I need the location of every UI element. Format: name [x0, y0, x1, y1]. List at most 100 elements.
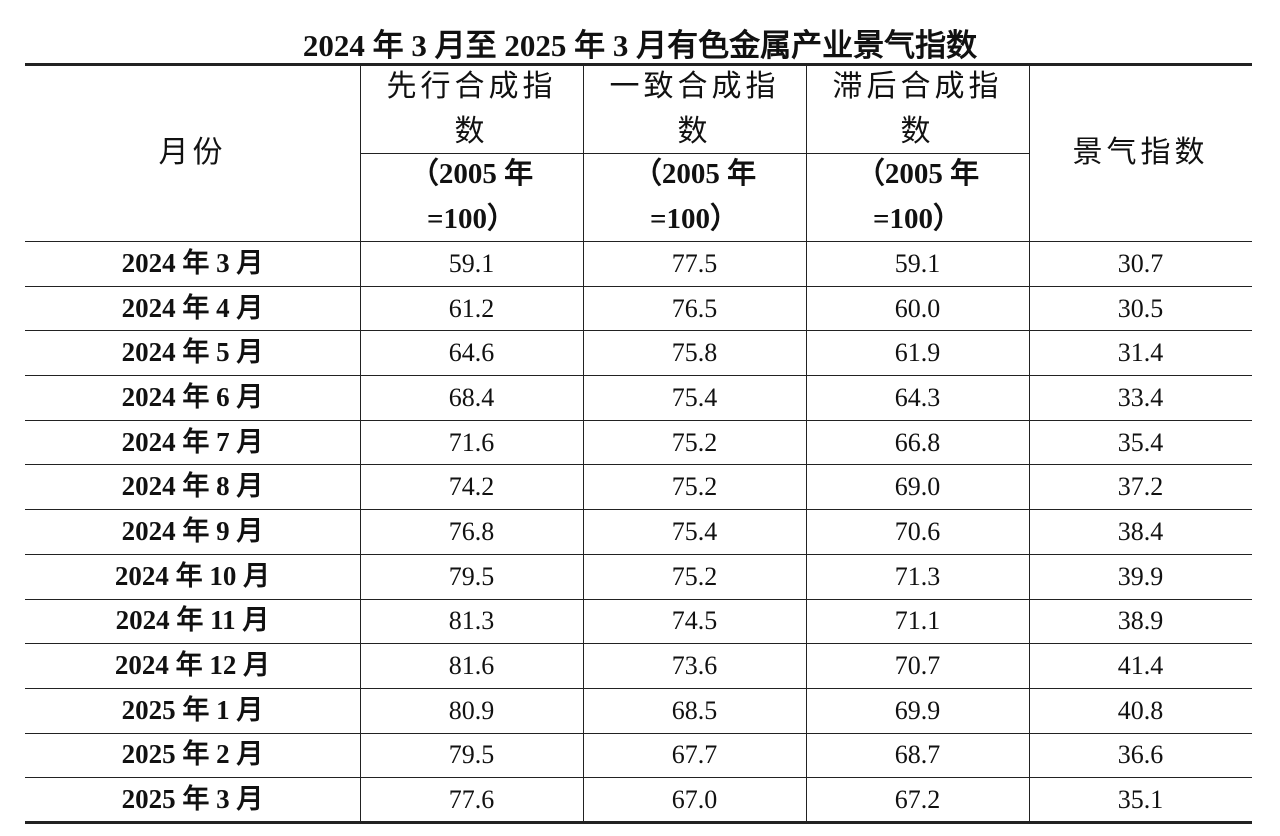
value-cell-text: 73.6 — [671, 651, 718, 681]
row-rule — [25, 375, 1252, 377]
header-cell-text: 滞后合成指数 — [832, 69, 1003, 148]
row-rule — [25, 643, 1252, 645]
value-cell-text: 35.1 — [1117, 785, 1164, 815]
month-cell: 2024 年 3 月 — [25, 241, 360, 286]
value-cell: 64.6 — [360, 330, 583, 375]
month-cell-text: 2024 年 5 月 — [121, 337, 264, 368]
value-cell-text: 30.7 — [1117, 248, 1164, 278]
header-cell: 景气指数 — [1029, 64, 1252, 241]
value-cell-text: 71.1 — [894, 606, 941, 636]
month-cell: 2024 年 10 月 — [25, 554, 360, 599]
value-cell-text: 61.9 — [894, 338, 941, 368]
value-cell-text: 75.2 — [671, 472, 718, 502]
value-cell: 37.2 — [1029, 464, 1252, 509]
column-rule — [360, 64, 361, 822]
value-cell-text: 75.4 — [671, 382, 718, 412]
value-cell: 76.8 — [360, 509, 583, 554]
month-cell: 2024 年 4 月 — [25, 286, 360, 331]
month-cell: 2024 年 9 月 — [25, 509, 360, 554]
month-cell: 2024 年 6 月 — [25, 375, 360, 420]
value-cell: 36.6 — [1029, 733, 1252, 778]
value-cell: 69.0 — [806, 464, 1029, 509]
month-cell: 2024 年 7 月 — [25, 420, 360, 465]
value-cell-text: 69.0 — [894, 472, 941, 502]
value-cell-text: 35.4 — [1117, 427, 1164, 457]
value-cell-text: 75.8 — [671, 338, 718, 368]
value-cell: 61.2 — [360, 286, 583, 331]
value-cell: 59.1 — [806, 241, 1029, 286]
month-cell-text: 2025 年 2 月 — [121, 739, 264, 770]
bottom-rule — [25, 821, 1252, 824]
month-cell-text: 2024 年 6 月 — [121, 381, 264, 412]
value-cell: 30.7 — [1029, 241, 1252, 286]
base-note-text: （2005 年=100） — [855, 158, 980, 235]
value-cell: 75.2 — [583, 420, 806, 465]
month-cell-text: 2024 年 3 月 — [121, 247, 264, 278]
month-cell: 2024 年 11 月 — [25, 599, 360, 644]
value-cell: 75.2 — [583, 554, 806, 599]
value-cell: 81.6 — [360, 643, 583, 688]
header-cell-text: 景气指数 — [1072, 136, 1209, 169]
value-cell-text: 59.1 — [448, 248, 495, 278]
value-cell: 75.8 — [583, 330, 806, 375]
value-cell-text: 75.4 — [671, 516, 718, 546]
value-cell-text: 61.2 — [448, 293, 495, 323]
value-cell: 68.5 — [583, 688, 806, 733]
value-cell: 40.8 — [1029, 688, 1252, 733]
value-cell: 38.9 — [1029, 599, 1252, 644]
value-cell-text: 33.4 — [1117, 382, 1164, 412]
month-cell-text: 2024 年 8 月 — [121, 471, 264, 502]
value-cell-text: 71.6 — [448, 427, 495, 457]
value-cell-text: 30.5 — [1117, 293, 1164, 323]
value-cell-text: 64.6 — [448, 338, 495, 368]
row-rule — [25, 464, 1252, 466]
value-cell: 61.9 — [806, 330, 1029, 375]
value-cell-text: 70.7 — [894, 651, 941, 681]
value-cell: 35.4 — [1029, 420, 1252, 465]
value-cell-text: 80.9 — [448, 695, 495, 725]
value-cell-text: 67.7 — [671, 740, 718, 770]
table-title: 2024 年 3 月至 2025 年 3 月有色金属产业景气指数 — [302, 28, 978, 63]
row-rule — [25, 285, 1252, 287]
row-rule — [25, 241, 1252, 242]
value-cell: 70.6 — [806, 509, 1029, 554]
value-cell-text: 81.6 — [448, 651, 495, 681]
row-rule — [25, 553, 1252, 555]
header-cell-text: 一致合成指数 — [609, 69, 780, 148]
value-cell-text: 70.6 — [894, 516, 941, 546]
header-cell: 先行合成指数 — [360, 64, 583, 153]
value-cell-text: 64.3 — [894, 382, 941, 412]
month-cell: 2025 年 1 月 — [25, 688, 360, 733]
value-cell: 69.9 — [806, 688, 1029, 733]
value-cell-text: 39.9 — [1117, 561, 1164, 591]
value-cell: 76.5 — [583, 286, 806, 331]
value-cell-text: 66.8 — [894, 427, 941, 457]
value-cell-text: 81.3 — [448, 606, 495, 636]
row-rule — [25, 419, 1252, 421]
header-cell-text: 先行合成指数 — [386, 69, 557, 148]
value-cell: 60.0 — [806, 286, 1029, 331]
month-cell: 2024 年 5 月 — [25, 330, 360, 375]
value-cell: 73.6 — [583, 643, 806, 688]
header-cell-text: 月份 — [158, 136, 227, 169]
value-cell: 79.5 — [360, 554, 583, 599]
value-cell: 39.9 — [1029, 554, 1252, 599]
row-rule — [25, 598, 1252, 600]
column-rule — [583, 64, 584, 822]
value-cell-text: 40.8 — [1117, 695, 1164, 725]
value-cell: 71.1 — [806, 599, 1029, 644]
value-cell-text: 68.7 — [894, 740, 941, 770]
base-note: （2005 年=100） — [806, 153, 1029, 241]
value-cell-text: 77.5 — [671, 248, 718, 278]
column-rule — [1029, 64, 1030, 822]
value-cell: 67.0 — [583, 777, 806, 822]
month-cell-text: 2024 年 9 月 — [121, 515, 264, 546]
value-cell-text: 31.4 — [1117, 338, 1164, 368]
month-cell-text: 2024 年 10 月 — [114, 560, 271, 591]
value-cell-text: 76.8 — [448, 516, 495, 546]
header-cell: 月份 — [25, 64, 360, 241]
value-cell-text: 41.4 — [1117, 651, 1164, 681]
value-cell: 41.4 — [1029, 643, 1252, 688]
value-cell-text: 37.2 — [1117, 472, 1164, 502]
value-cell: 68.7 — [806, 733, 1029, 778]
